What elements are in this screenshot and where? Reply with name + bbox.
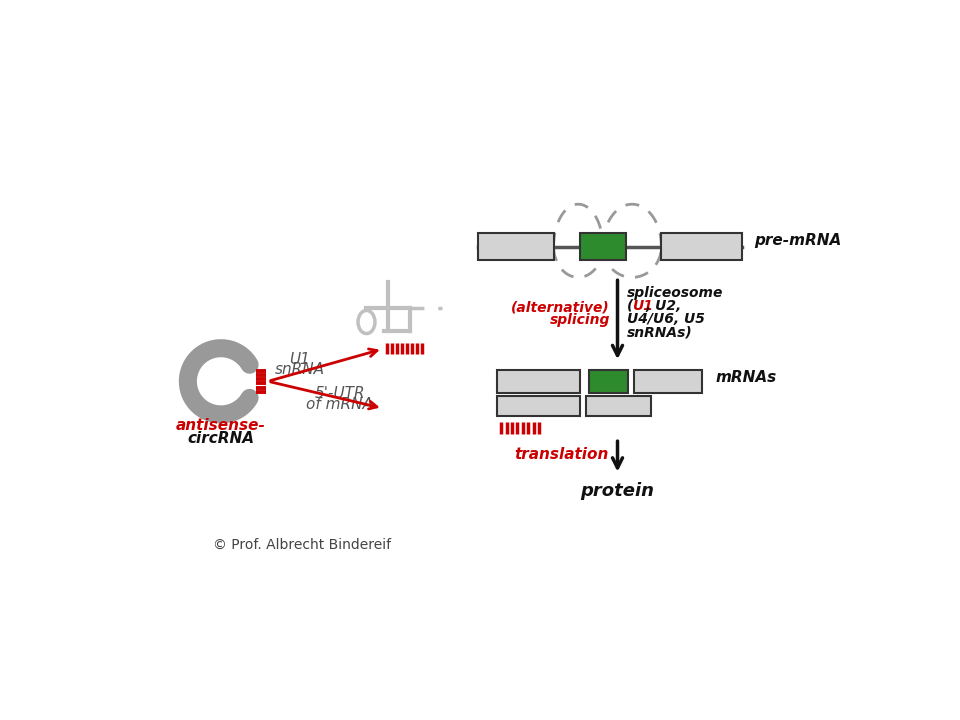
Text: pre-mRNA: pre-mRNA [754, 233, 841, 248]
Ellipse shape [358, 310, 375, 333]
Text: of mRNA: of mRNA [306, 397, 373, 412]
Text: mRNAs: mRNAs [715, 370, 777, 385]
Text: U4/U6, U5: U4/U6, U5 [627, 312, 705, 326]
Text: (alternative): (alternative) [511, 300, 610, 315]
FancyBboxPatch shape [580, 233, 626, 260]
Text: 5'-UTR: 5'-UTR [314, 386, 365, 401]
FancyBboxPatch shape [635, 370, 702, 393]
FancyBboxPatch shape [496, 370, 580, 393]
Circle shape [378, 262, 398, 282]
FancyBboxPatch shape [478, 233, 554, 260]
FancyBboxPatch shape [586, 396, 651, 416]
Text: protein: protein [581, 482, 655, 500]
Text: U1: U1 [289, 351, 310, 366]
Text: snRNAs): snRNAs) [627, 325, 692, 339]
Text: © Prof. Albrecht Bindereif: © Prof. Albrecht Bindereif [213, 539, 392, 552]
FancyBboxPatch shape [661, 233, 742, 260]
Text: spliceosome: spliceosome [627, 286, 723, 300]
Text: translation: translation [514, 447, 609, 462]
Text: U1: U1 [632, 299, 653, 313]
Text: snRNA: snRNA [275, 362, 324, 377]
Text: , U2,: , U2, [645, 299, 682, 313]
Text: circRNA: circRNA [187, 431, 254, 446]
FancyBboxPatch shape [589, 370, 628, 393]
Text: splicing: splicing [549, 312, 610, 327]
Text: antisense-: antisense- [176, 418, 266, 433]
FancyBboxPatch shape [496, 396, 580, 416]
Text: (: ( [627, 299, 634, 313]
